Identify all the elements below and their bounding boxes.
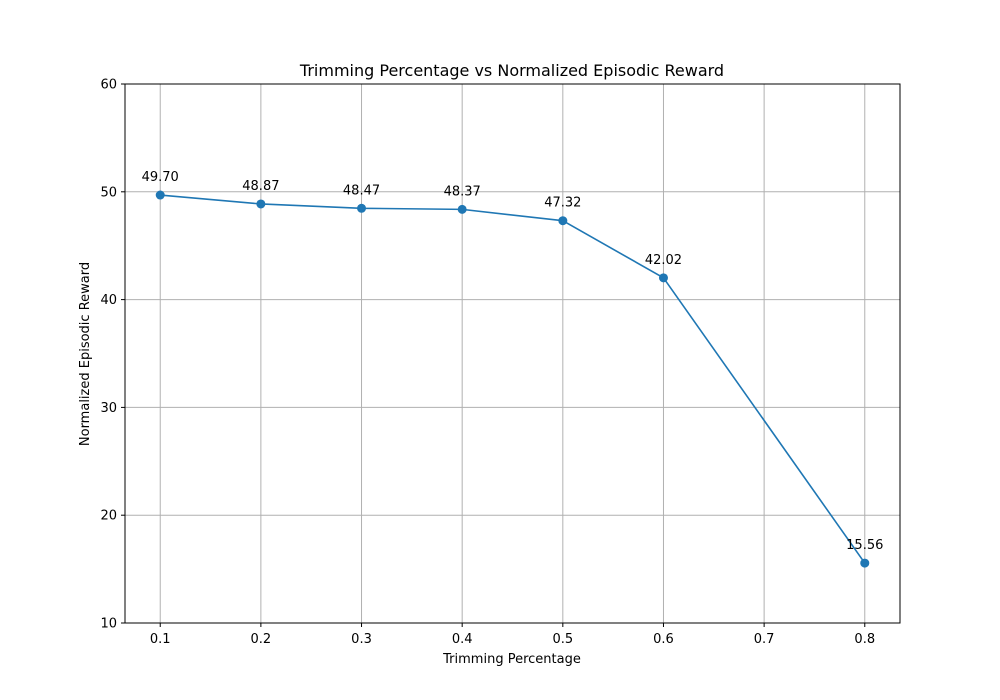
x-tick-label: 0.4: [452, 632, 473, 647]
plot-frame: [124, 83, 901, 624]
data-label: 48.37: [444, 184, 481, 199]
data-label: 47.32: [544, 196, 581, 211]
x-tick-label: 0.2: [251, 632, 272, 647]
data-point: [558, 216, 568, 226]
x-tick-label: 0.6: [653, 632, 674, 647]
data-label: 15.56: [846, 538, 883, 553]
x-tick-label: 0.1: [150, 632, 171, 647]
data-label: 49.70: [142, 170, 179, 185]
data-point: [357, 203, 367, 213]
data-point: [155, 190, 165, 200]
x-tick-label: 0.7: [754, 632, 775, 647]
y-tick-label: 60: [100, 78, 117, 93]
x-tick-label: 0.5: [552, 632, 573, 647]
data-point: [457, 204, 467, 214]
data-label: 42.02: [645, 253, 682, 268]
x-tick-label: 0.3: [351, 632, 372, 647]
data-point: [658, 273, 668, 283]
axis-ticks: 0.1 0.2 0.3 0.4 0.5 0.6 0.7 0.8 10 20 30 40 50 60: [100, 78, 875, 648]
y-tick-label: 50: [100, 185, 117, 200]
y-tick-label: 30: [100, 401, 117, 416]
y-tick-label: 10: [100, 617, 117, 632]
x-tick-label: 0.8: [854, 632, 875, 647]
y-tick-label: 20: [100, 509, 117, 524]
data-label: 48.47: [343, 183, 380, 198]
x-axis-label: Trimming Percentage: [442, 652, 581, 667]
y-axis-label: Normalized Episodic Reward: [78, 262, 93, 446]
chart-title: Trimming Percentage vs Normalized Episod…: [299, 61, 724, 80]
y-tick-label: 40: [100, 293, 117, 308]
data-point: [256, 199, 266, 209]
series: [155, 190, 870, 568]
data-label: 48.87: [242, 179, 279, 194]
data-labels: 49.70 48.87 48.47 48.37 47.32 42.02 15.56: [142, 170, 884, 553]
data-point: [860, 558, 870, 568]
